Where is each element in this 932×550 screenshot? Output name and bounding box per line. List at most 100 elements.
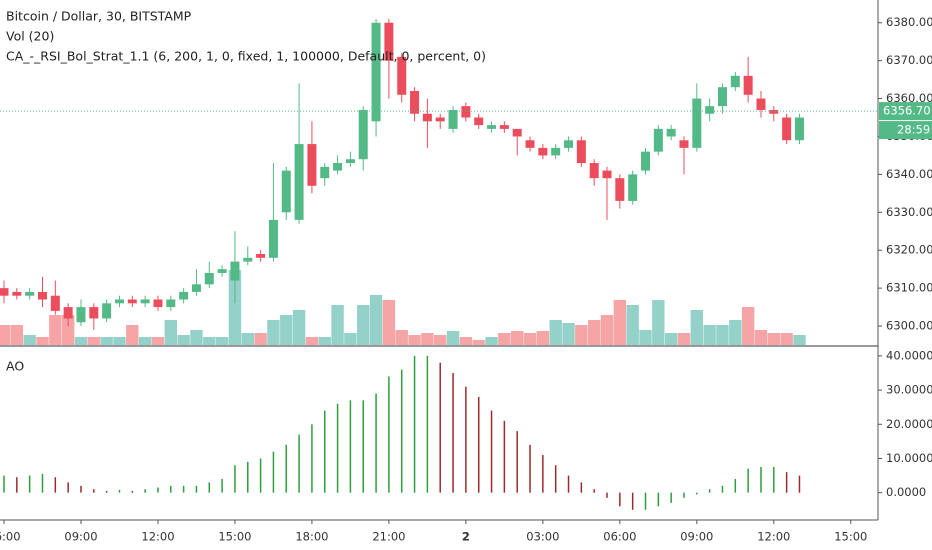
candle-body: [294, 144, 304, 220]
candle-body: [461, 106, 471, 118]
volume-bar: [228, 270, 242, 345]
candle-body: [589, 163, 599, 179]
candle-body: [538, 147, 548, 156]
candle-body: [230, 261, 240, 281]
x-tick-label: 21:00: [372, 530, 405, 544]
candle-body: [243, 257, 253, 262]
y-tick-label: 10.0000: [886, 451, 932, 465]
last-price-label: 6356.70: [883, 104, 931, 118]
volume-bar: [729, 320, 742, 345]
last-price-box: [879, 102, 932, 121]
candle-body: [333, 163, 343, 171]
x-tick-label: 09:00: [680, 530, 713, 544]
x-tick-label: 12:00: [141, 530, 174, 544]
volume-bar: [151, 337, 165, 345]
x-tick-label: 03:00: [526, 530, 559, 544]
volume-bar: [703, 325, 716, 345]
candle-body: [268, 219, 278, 258]
candle-body: [102, 303, 112, 319]
volume-bar: [344, 333, 357, 345]
candle-body: [679, 140, 689, 148]
candle-body: [487, 125, 497, 129]
candle-body: [358, 109, 368, 160]
volume-bar: [87, 337, 101, 345]
candle-body: [705, 106, 715, 114]
volume-bar: [780, 333, 793, 345]
volume-bar: [305, 337, 319, 345]
volume-bar: [587, 320, 601, 345]
candle-body: [89, 307, 99, 319]
volume-bar: [190, 330, 203, 345]
candle-body: [256, 254, 266, 258]
volume-bar: [164, 320, 177, 345]
candle-body: [76, 307, 86, 323]
candle-body: [371, 22, 381, 122]
volume-bar: [74, 337, 88, 345]
volume-bar: [215, 337, 229, 345]
volume-bar: [600, 315, 614, 345]
volume-bar: [664, 333, 678, 345]
y-tick-label: 6330.00: [886, 205, 932, 219]
volume-bar: [421, 333, 434, 345]
volume-bar: [61, 315, 75, 345]
marks: [0, 18, 878, 510]
x-tick-label: 12:00: [757, 530, 790, 544]
volume-bar: [49, 315, 62, 345]
candle-body: [769, 109, 779, 114]
y-tick-label: 40.0000: [886, 348, 932, 362]
candle-body: [743, 75, 753, 95]
volume-bar: [357, 305, 370, 345]
candle-body: [551, 147, 561, 156]
volume-bar: [523, 333, 537, 345]
candle-body: [217, 269, 227, 273]
candle-body: [435, 117, 445, 122]
candle-body: [114, 299, 124, 304]
y-tick-label: 6340.00: [886, 167, 932, 181]
volume-bar: [562, 323, 575, 345]
volume-bar: [741, 307, 755, 345]
x-tick-label: 06:00: [603, 530, 636, 544]
candle-body: [63, 307, 73, 319]
candle-body: [666, 128, 676, 137]
volume-bar: [369, 295, 383, 345]
volume-bar: [626, 305, 639, 345]
volume-bar: [36, 337, 49, 345]
y-tick-label: 6360.00: [886, 91, 932, 105]
candle-body: [730, 75, 740, 88]
candle-body: [628, 174, 638, 201]
candle-body: [127, 299, 137, 304]
candle-body: [474, 117, 484, 126]
volume-bar: [446, 331, 460, 345]
volume-bar: [254, 333, 267, 345]
candle-body: [410, 90, 420, 114]
candle-body: [602, 170, 612, 179]
candle-body: [576, 140, 586, 164]
candle-body: [384, 22, 394, 61]
volume-bar: [0, 325, 11, 345]
candle-body: [397, 56, 407, 95]
candle-body: [179, 291, 189, 300]
volume-bar: [793, 335, 806, 345]
candle-body: [320, 166, 330, 179]
candle-body: [191, 284, 201, 292]
volume-bar: [292, 310, 306, 345]
x-tick-label: 06:00: [0, 530, 21, 544]
chart-title: Bitcoin / Dollar, 30, BITSTAMP: [6, 9, 192, 24]
volume-bar: [459, 337, 473, 345]
candle-body: [12, 291, 22, 296]
volume-bar: [113, 337, 126, 345]
countdown-label: 28:59: [897, 123, 930, 137]
volume-bar: [318, 337, 331, 345]
x-tick-label: 09:00: [64, 530, 97, 544]
volume-bar: [10, 325, 24, 345]
volume-bar: [485, 337, 498, 345]
candle-body: [525, 140, 535, 148]
candle-body: [499, 125, 509, 129]
x-tick-label: 2: [462, 530, 470, 544]
ao-title: AO: [6, 359, 24, 374]
volume-bar: [23, 335, 36, 345]
x-tick-label: 18:00: [295, 530, 328, 544]
candle-body: [653, 128, 663, 152]
candle-body: [307, 144, 317, 186]
volume-bar: [395, 330, 408, 345]
